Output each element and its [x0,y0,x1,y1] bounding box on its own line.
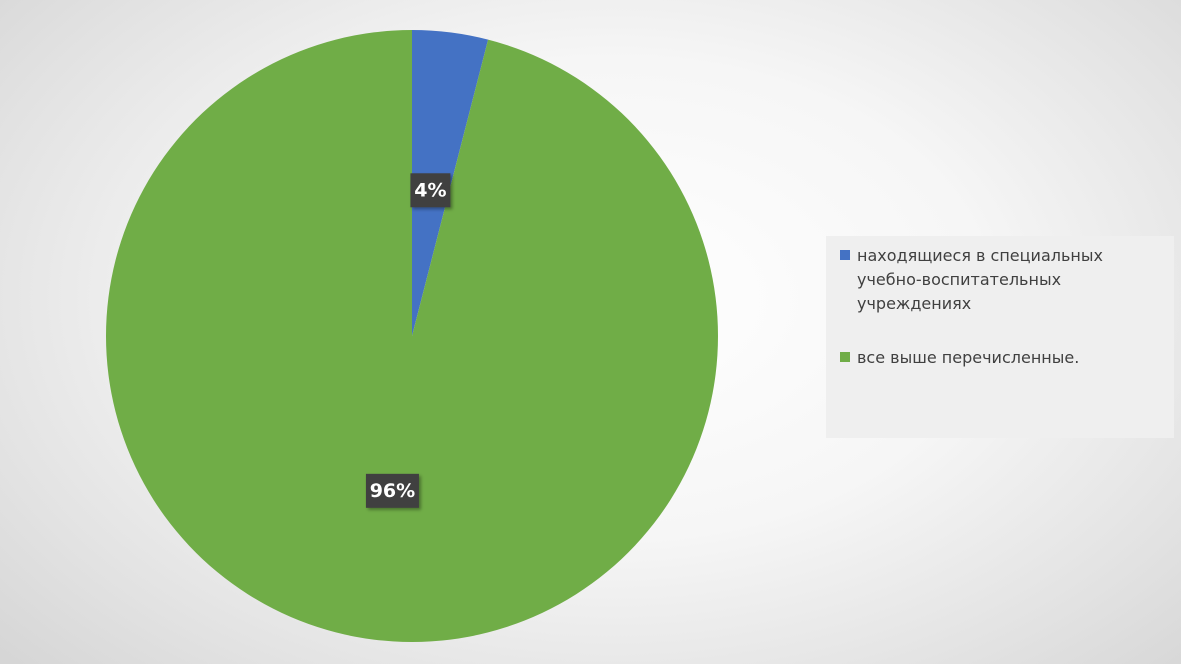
pie-slice-all-above [105,30,718,642]
data-label-text: 96% [370,480,415,502]
legend: находящиеся в специальных учебно-воспита… [826,236,1174,438]
legend-item-special-institutions: находящиеся в специальных учебно-воспита… [840,244,1162,316]
data-labels: 4% 96% [365,173,451,508]
legend-item-all-above: все выше перечисленные. [840,346,1162,370]
pie-slices [105,30,718,642]
data-label-text: 4% [414,179,446,201]
legend-swatch-blue [840,250,850,260]
legend-label: находящиеся в специальных учебно-воспита… [857,246,1103,313]
legend-swatch-green [840,352,850,362]
legend-label: все выше перечисленные. [857,348,1080,367]
data-label-box [365,473,419,508]
data-label-all-above: 96% [365,473,419,508]
data-label-box [410,173,451,208]
data-label-special-institutions: 4% [410,173,451,208]
